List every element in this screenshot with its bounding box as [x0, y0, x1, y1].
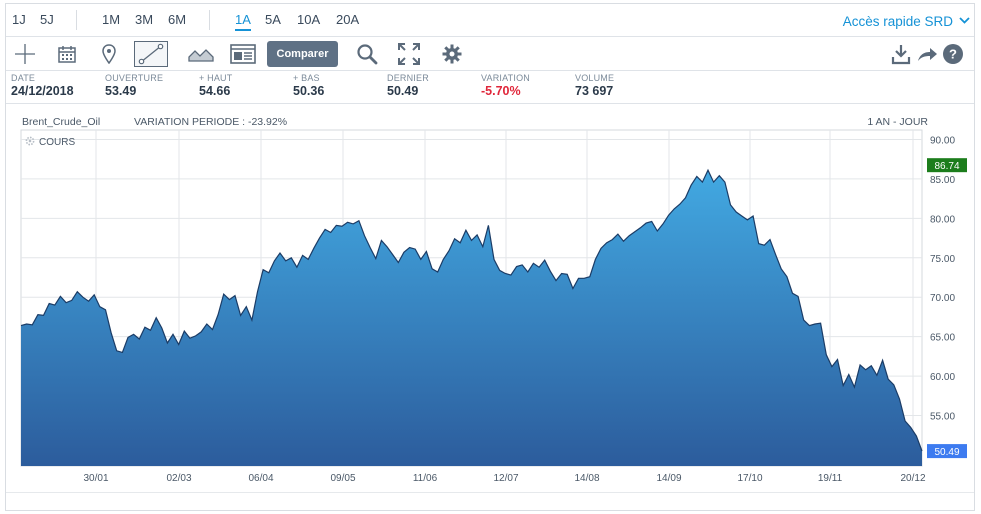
stat-value: 50.49	[387, 84, 419, 98]
fullscreen-icon[interactable]	[394, 41, 424, 67]
chart-widget: 1J 5J 1M 3M 6M 1A 5A 10A 20A Accès rapid…	[5, 3, 975, 511]
price-chart[interactable]: 30/01 02/03 06/04 09/05 11/06 12/07 14/08 14/09…	[6, 4, 974, 510]
share-arrow-icon[interactable]	[912, 41, 942, 67]
period-1a[interactable]: 1A	[235, 12, 251, 31]
stat-label: VARIATION	[481, 73, 530, 83]
variation-period: VARIATION PERIODE : -23.92%	[134, 116, 288, 128]
stat-variation: VARIATION -5.70%	[481, 73, 530, 98]
stat-label: DERNIER	[387, 73, 429, 83]
stat-label: + BAS	[293, 73, 320, 83]
stat-value: 73 697	[575, 84, 614, 98]
y-tick-label: 70.00	[930, 293, 955, 304]
stat-value: 50.36	[293, 84, 325, 98]
x-tick-label: 30/01	[83, 473, 108, 484]
x-tick-label: 19/11	[818, 473, 843, 484]
period-divider	[209, 10, 210, 30]
trendline-icon[interactable]	[134, 41, 168, 67]
period-6m[interactable]: 6M	[168, 12, 187, 27]
x-tick-label: 17/10	[737, 473, 762, 484]
y-tick-label: 80.00	[930, 214, 955, 225]
crosshair-icon[interactable]	[10, 41, 40, 67]
series-settings-gear-icon[interactable]	[25, 136, 35, 146]
period-5a[interactable]: 5A	[265, 12, 281, 27]
last-value-marker-bg	[927, 444, 967, 459]
x-tick-label: 02/03	[166, 473, 191, 484]
search-icon[interactable]	[352, 41, 382, 67]
map-pin-icon[interactable]	[94, 41, 124, 67]
x-tick-label: 12/07	[493, 473, 518, 484]
period-10a[interactable]: 10A	[297, 12, 321, 27]
stat-label: VOLUME	[575, 73, 615, 83]
stat-value: 24/12/2018	[11, 84, 74, 98]
x-tick-label: 06/04	[248, 473, 273, 484]
stat-label: + HAUT	[199, 73, 233, 83]
y-tick-label: 65.00	[930, 333, 955, 344]
news-icon[interactable]	[227, 41, 259, 67]
download-icon[interactable]	[886, 41, 916, 67]
price-line	[20, 168, 923, 452]
y-tick-label: 75.00	[930, 254, 955, 265]
x-tick-label: 09/05	[330, 473, 355, 484]
compare-button[interactable]: Comparer	[267, 41, 338, 67]
chart-toolbar: Comparer ?	[6, 37, 974, 71]
svg-text:?: ?	[949, 47, 957, 62]
calendar-icon[interactable]	[52, 41, 82, 67]
period-1j[interactable]: 1J	[12, 12, 26, 27]
stat-value: 53.49	[105, 84, 137, 98]
x-tick-label: 11/06	[413, 473, 438, 484]
period-3m[interactable]: 3M	[135, 12, 154, 27]
period-bar: 1J 5J 1M 3M 6M 1A 5A 10A 20A Accès rapid…	[6, 4, 974, 37]
period-5j[interactable]: 5J	[40, 12, 54, 27]
stat-low: + BAS 50.36	[293, 73, 324, 98]
period-divider	[76, 10, 77, 30]
x-tick-label: 20/12	[900, 473, 925, 484]
chevron-down-icon	[959, 12, 970, 27]
stat-last: DERNIER 50.49	[387, 73, 429, 98]
quick-access-label: Accès rapide SRD	[842, 14, 953, 29]
y-tick-label: 55.00	[930, 412, 955, 423]
period-20a[interactable]: 20A	[336, 12, 360, 27]
price-area	[21, 170, 922, 466]
stat-high: + HAUT 54.66	[199, 73, 232, 98]
stat-label: OUVERTURE	[105, 73, 164, 83]
chart-footer-divider	[6, 492, 974, 493]
timeframe-label: 1 AN - JOUR	[867, 116, 928, 128]
instrument-name: Brent_Crude_Oil	[22, 116, 101, 128]
stat-value: -5.70%	[481, 84, 521, 98]
period-1m[interactable]: 1M	[102, 12, 121, 27]
area-chart-icon[interactable]	[184, 41, 218, 67]
series-label: COURS	[39, 137, 75, 148]
help-icon[interactable]: ?	[938, 41, 968, 67]
x-tick-label: 14/08	[574, 473, 599, 484]
gear-icon[interactable]	[437, 41, 467, 67]
quote-stats: DATE 24/12/2018 OUVERTURE 53.49 + HAUT 5…	[6, 71, 974, 104]
stat-open: OUVERTURE 53.49	[105, 73, 163, 98]
quick-access-dropdown[interactable]: Accès rapide SRD	[843, 14, 970, 29]
stat-value: 54.66	[199, 84, 231, 98]
stat-date: DATE 24/12/2018	[11, 73, 74, 98]
high-value-marker: 86.74	[934, 161, 959, 172]
x-tick-label: 14/09	[656, 473, 681, 484]
stat-label: DATE	[11, 73, 36, 83]
stat-volume: VOLUME 73 697	[575, 73, 614, 98]
y-tick-label: 85.00	[930, 175, 955, 186]
high-value-marker-bg	[927, 158, 967, 173]
last-value-marker: 50.49	[934, 447, 959, 458]
y-tick-label: 60.00	[930, 372, 955, 383]
y-tick-label: 90.00	[930, 135, 955, 146]
